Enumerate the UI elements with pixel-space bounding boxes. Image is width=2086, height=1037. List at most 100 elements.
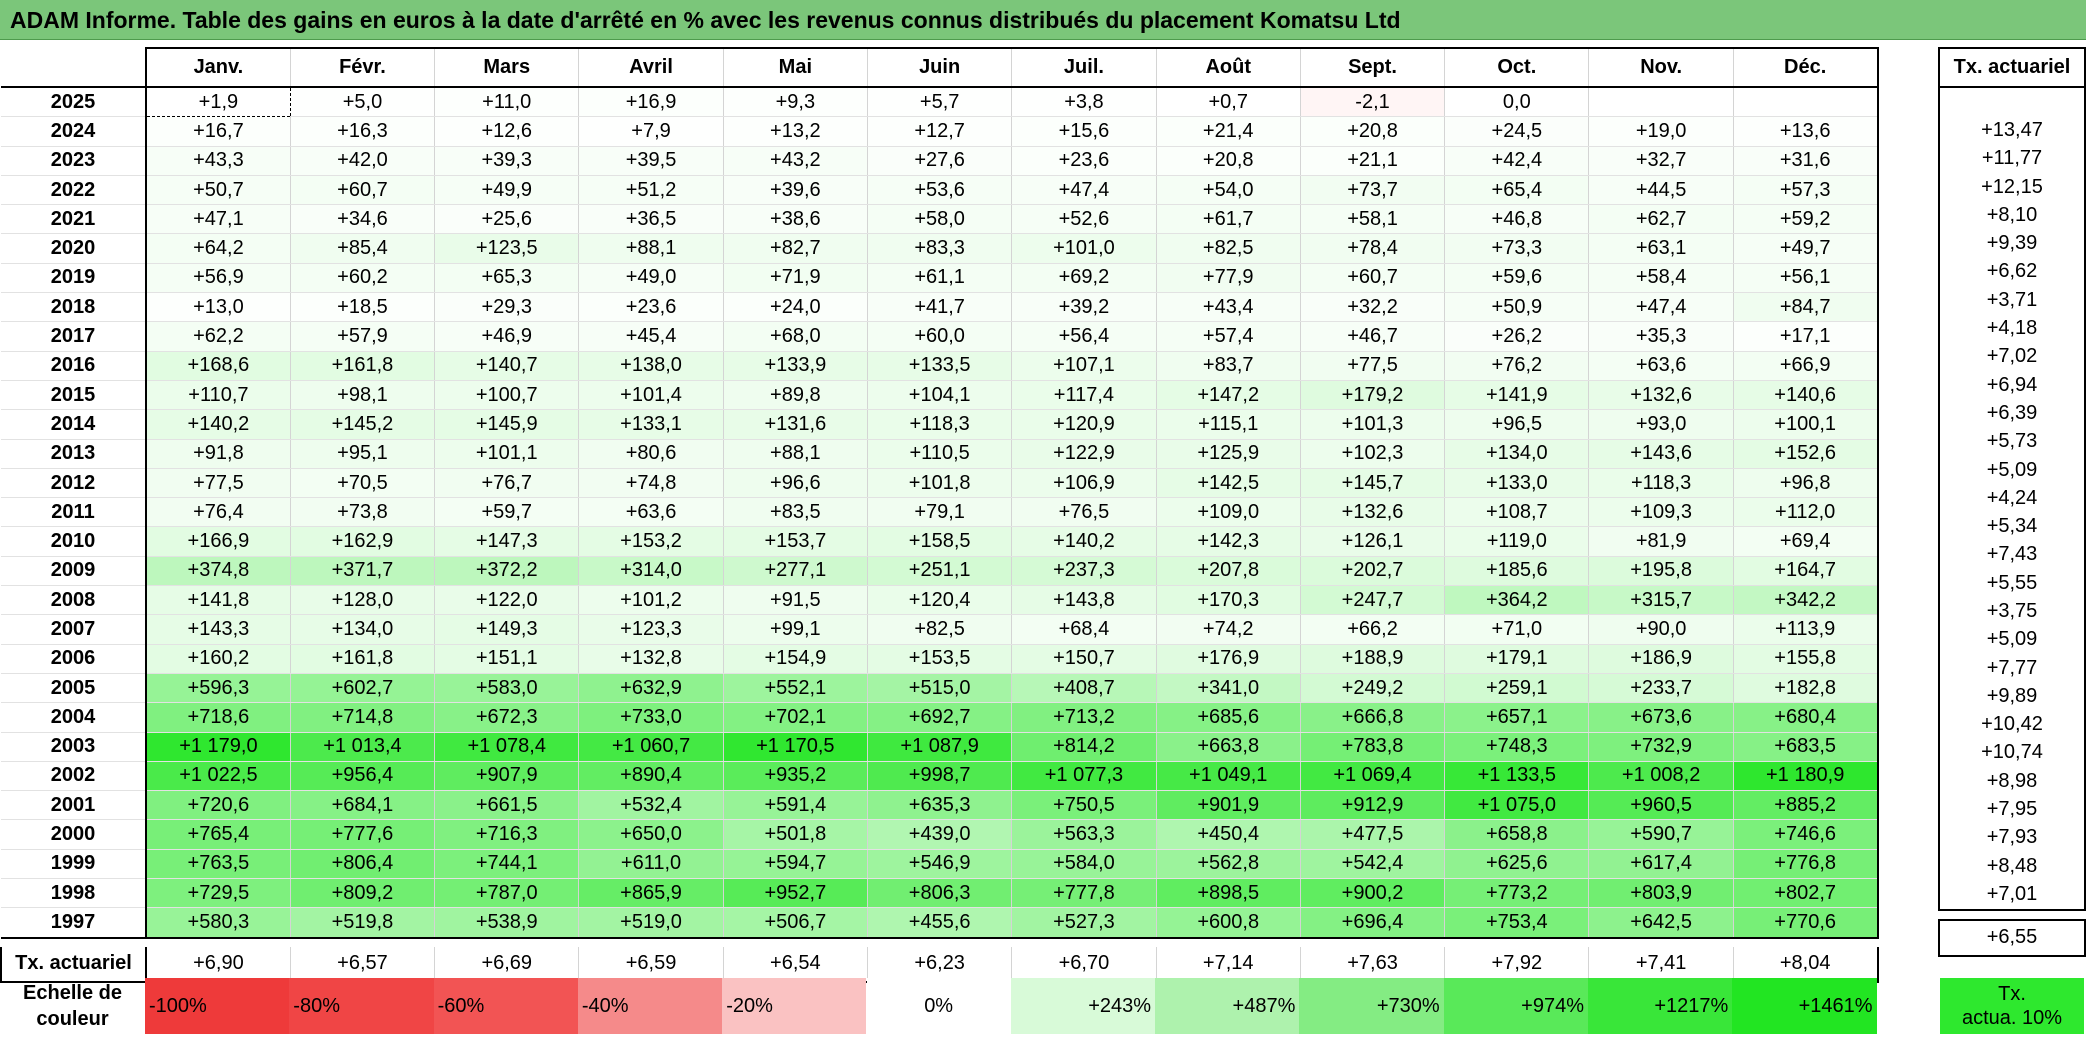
gain-cell: +12,7: [867, 116, 1013, 147]
gain-cell: +1 077,3: [1011, 761, 1157, 792]
gain-cell: +73,8: [290, 497, 436, 528]
color-scale-cell: +487%: [1155, 978, 1300, 1034]
gain-cell: +53,6: [867, 175, 1013, 206]
gain-cell: +439,0: [867, 819, 1013, 850]
year-row: 2014 +140,2 +145,2 +145,9 +133,1 +131,6 +118,3…: [1, 409, 1879, 440]
gain-cell: +49,9: [434, 175, 580, 206]
gain-cell: +692,7: [867, 702, 1013, 733]
gain-cell: [1733, 87, 1879, 118]
gain-cell: +153,7: [723, 526, 868, 557]
gain-cell: +170,3: [1156, 585, 1301, 616]
year-row: 2007 +143,3 +134,0 +149,3 +123,3 +99,1 +82,5 +6…: [1, 614, 1879, 645]
gain-cell: +76,7: [434, 468, 580, 499]
gain-cell: [1588, 87, 1734, 118]
gain-cell: +79,1: [867, 497, 1013, 528]
gain-cell: +35,3: [1588, 321, 1734, 352]
gain-cell: +750,5: [1011, 790, 1157, 821]
gain-cell: +60,2: [290, 263, 436, 294]
year-tx-cell: +4,18: [1938, 314, 2086, 343]
gain-cell: +82,7: [723, 233, 868, 264]
gain-cell: +122,0: [434, 585, 580, 616]
year-label: 2000: [1, 819, 147, 850]
gain-cell: +56,4: [1011, 321, 1157, 352]
gain-cell: +770,6: [1733, 907, 1879, 939]
gain-cell: +1 022,5: [146, 761, 291, 792]
gain-cell: +141,8: [146, 585, 291, 616]
tx-month-cell: +7,63: [1300, 946, 1446, 983]
gain-cell: +51,2: [578, 175, 724, 206]
gain-cell: +765,4: [146, 819, 291, 850]
gain-cell: +145,7: [1300, 468, 1446, 499]
gain-cell: +138,0: [578, 351, 724, 381]
gain-cell: +716,3: [434, 819, 580, 850]
gain-cell: +16,7: [146, 116, 291, 147]
gain-cell: +202,7: [1300, 556, 1446, 587]
gain-cell: +46,9: [434, 321, 580, 352]
gain-cell: +546,9: [867, 849, 1013, 880]
gain-cell: +314,0: [578, 556, 724, 587]
gain-cell: +455,6: [867, 907, 1013, 939]
color-scale-cell: 0%: [866, 978, 1011, 1034]
gain-cell: +729,5: [146, 878, 291, 909]
gain-cell: +1 170,5: [723, 732, 868, 762]
gain-cell: +720,6: [146, 790, 291, 821]
year-label: 2010: [1, 526, 147, 557]
year-label: 2020: [1, 233, 147, 264]
gain-cell: +519,8: [290, 907, 436, 939]
gain-cell: +99,1: [723, 614, 868, 645]
year-tx-cell: +4,24: [1938, 484, 2086, 513]
year-tx-cell: +11,77: [1938, 144, 2086, 173]
gain-cell: +773,2: [1444, 878, 1590, 909]
gain-cell: +100,7: [434, 380, 580, 411]
gain-cell: +259,1: [1444, 673, 1590, 704]
year-label: 2016: [1, 351, 147, 381]
year-tx-cell: +6,39: [1938, 399, 2086, 428]
gain-cell: +133,9: [723, 351, 868, 381]
month-header: Juil.: [1011, 47, 1157, 88]
gain-cell: +133,1: [578, 409, 724, 440]
gain-cell: +57,4: [1156, 321, 1301, 352]
month-header: Août: [1156, 47, 1301, 88]
year-tx-cell: +6,94: [1938, 370, 2086, 400]
gain-cell: +0,7: [1156, 87, 1301, 118]
year-label: 2012: [1, 468, 147, 499]
gain-cell: +59,7: [434, 497, 580, 528]
gain-cell: +132,6: [1300, 497, 1446, 528]
gain-cell: +718,6: [146, 702, 291, 733]
gain-cell: +118,3: [1588, 468, 1734, 499]
gain-cell: +251,1: [867, 556, 1013, 587]
gain-cell: +663,8: [1156, 732, 1301, 762]
gain-cell: +73,7: [1300, 175, 1446, 206]
tx-month-cell: +6,54: [723, 946, 868, 983]
gain-cell: +140,2: [146, 409, 291, 440]
tx-month-cell: +6,90: [146, 946, 291, 983]
gain-cell: +85,4: [290, 233, 436, 264]
gain-cell: +43,4: [1156, 292, 1301, 323]
gain-cell: +865,9: [578, 878, 724, 909]
gain-cell: +58,4: [1588, 263, 1734, 294]
gain-cell: +13,2: [723, 116, 868, 147]
gain-cell: +68,4: [1011, 614, 1157, 645]
gain-cell: +538,9: [434, 907, 580, 939]
gain-cell: +16,3: [290, 116, 436, 147]
gain-cell: +1 179,0: [146, 732, 291, 762]
month-header: Janv.: [146, 47, 291, 88]
gain-cell: +81,9: [1588, 526, 1734, 557]
gain-cell: +71,9: [723, 263, 868, 294]
gain-cell: +563,3: [1011, 819, 1157, 850]
gain-cell: +39,2: [1011, 292, 1157, 323]
gain-cell: +632,9: [578, 673, 724, 704]
year-label: 2008: [1, 585, 147, 616]
gain-cell: +158,5: [867, 526, 1013, 557]
gain-cell: +374,8: [146, 556, 291, 587]
color-scale-cell: -40%: [577, 978, 723, 1034]
gain-cell: +56,9: [146, 263, 291, 294]
gain-cell: +44,5: [1588, 175, 1734, 206]
year-tx-cell: +5,09: [1938, 625, 2086, 654]
gain-cell: +591,4: [723, 790, 868, 821]
gain-cell: +57,3: [1733, 175, 1879, 206]
gain-cell: +154,9: [723, 644, 868, 674]
gain-cell: +247,7: [1300, 585, 1446, 616]
gain-cell: +890,4: [578, 761, 724, 792]
spacer: [1156, 938, 1300, 947]
